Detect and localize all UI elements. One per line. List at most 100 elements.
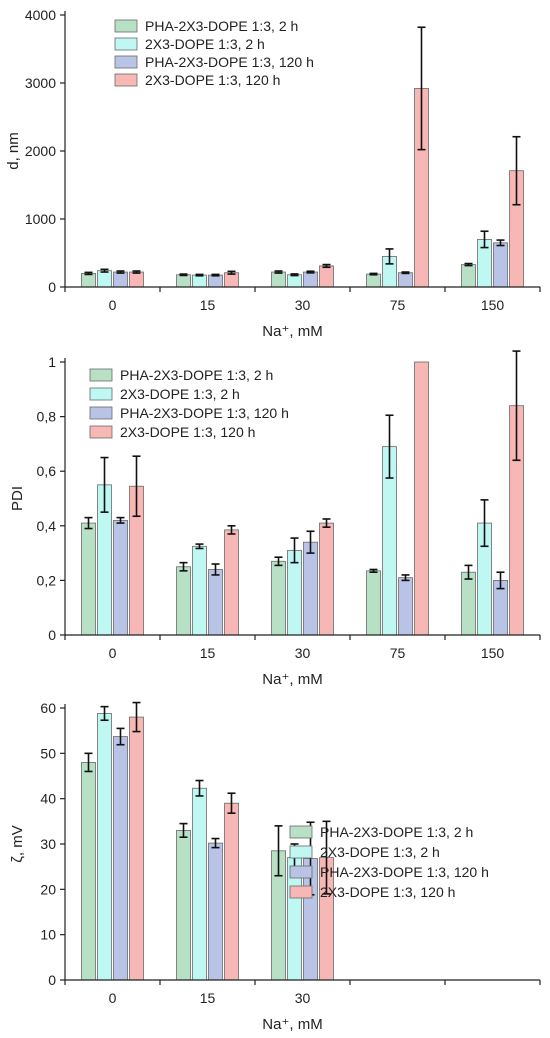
error-bar — [227, 792, 236, 814]
legend-swatch — [89, 406, 113, 420]
error-bar — [369, 568, 378, 574]
bar — [224, 529, 239, 636]
legend: PHA-2X3-DOPE 1:3, 2 h 2X3-DOPE 1:3, 2 h PH… — [289, 824, 489, 900]
error-bar — [512, 350, 521, 462]
bar — [319, 522, 334, 636]
error-bar — [322, 263, 331, 269]
y-tick-label: 0,2 — [37, 572, 57, 588]
x-axis-label: Na⁺, mM — [262, 671, 322, 688]
error-bar — [227, 524, 236, 535]
legend: PHA-2X3-DOPE 1:3, 2 h 2X3-DOPE 1:3, 2 h PH… — [89, 367, 289, 440]
error-bar — [84, 516, 93, 530]
y-tick-label: 50 — [40, 745, 56, 761]
legend-label: 2X3-DOPE 1:3, 120 h — [145, 72, 280, 88]
legend-label: 2X3-DOPE 1:3, 2 h — [320, 844, 440, 860]
error-bar — [211, 563, 220, 576]
x-axis-label: Na⁺, mM — [262, 323, 322, 340]
error-bar — [132, 701, 141, 733]
bar — [287, 274, 302, 288]
error-bar — [401, 574, 410, 582]
legend-label: PHA-2X3-DOPE 1:3, 120 h — [145, 54, 314, 70]
y-tick-label: 0 — [48, 279, 56, 295]
legend-label: PHA-2X3-DOPE 1:3, 2 h — [145, 18, 298, 34]
error-bar — [116, 516, 125, 524]
x-tick-label: 0 — [109, 990, 117, 1006]
chart-panel-1: 0 1000 2000 3000 4000 0 15 30 75 150 Na⁺, mM d, nm P… — [5, 7, 541, 340]
legend-swatch — [289, 825, 313, 839]
x-tick-label: 150 — [481, 645, 505, 661]
y-tick-label: 30 — [40, 836, 56, 852]
y-tick-label: 3000 — [25, 75, 56, 91]
error-bar — [195, 543, 204, 550]
error-bar — [179, 822, 188, 839]
bar — [176, 830, 191, 981]
bar — [81, 762, 96, 981]
legend-swatch — [289, 845, 313, 859]
error-bar — [290, 273, 299, 277]
x-tick-label: 15 — [200, 645, 216, 661]
x-axis-label: Na⁺, mM — [262, 1016, 322, 1033]
error-bar — [290, 537, 299, 564]
chart-panel-2: 0 0,2 0,4 0,6 0,8 1 0 15 30 75 150 Na⁺, mM PDI PHA-2X… — [9, 350, 541, 688]
error-bar — [132, 455, 141, 518]
bar — [113, 271, 128, 288]
bar — [81, 272, 96, 288]
error-bar — [211, 273, 220, 277]
error-bar — [322, 820, 331, 895]
y-tick-label: 4000 — [25, 7, 56, 23]
legend-swatch — [289, 885, 313, 899]
bar — [493, 242, 508, 288]
legend-swatch — [89, 387, 113, 401]
bar — [192, 787, 207, 981]
y-tick-label: 60 — [40, 700, 56, 716]
legend-swatch — [114, 19, 138, 33]
bar — [176, 566, 191, 636]
bar — [224, 802, 239, 981]
legend-label: PHA-2X3-DOPE 1:3, 120 h — [120, 405, 289, 421]
bar — [303, 541, 318, 636]
error-bar — [401, 271, 410, 275]
bar — [97, 713, 112, 981]
error-bar — [116, 270, 125, 274]
legend-swatch — [114, 37, 138, 51]
y-tick-label: 20 — [40, 881, 56, 897]
y-tick-label: 10 — [40, 927, 56, 943]
y-tick-label: 0 — [48, 972, 56, 988]
legend-swatch — [114, 73, 138, 87]
x-tick-label: 0 — [109, 297, 117, 313]
bar — [303, 271, 318, 288]
legend-swatch — [114, 55, 138, 69]
legend-label: 2X3-DOPE 1:3, 2 h — [145, 36, 265, 52]
error-bar — [385, 248, 394, 265]
bar — [461, 264, 476, 288]
error-bar — [274, 556, 283, 567]
y-tick-label: 40 — [40, 791, 56, 807]
error-bar — [179, 561, 188, 572]
error-bar — [512, 135, 521, 206]
x-tick-label: 75 — [390, 645, 406, 661]
x-tick-label: 30 — [295, 990, 311, 1006]
bar — [414, 361, 429, 636]
error-bar — [132, 270, 141, 274]
bar — [113, 736, 128, 981]
y-axis-label: ζ, mV — [9, 825, 26, 862]
y-tick-label: 1 — [48, 354, 56, 370]
error-bar — [100, 268, 109, 273]
bar — [97, 270, 112, 288]
bar — [398, 272, 413, 288]
error-bar — [480, 230, 489, 249]
bar — [319, 265, 334, 288]
y-tick-label: 1000 — [25, 211, 56, 227]
bar — [208, 842, 223, 981]
legend-swatch — [89, 425, 113, 439]
error-bar — [480, 499, 489, 548]
y-tick-label: 2000 — [25, 143, 56, 159]
y-tick-label: 0,8 — [37, 409, 57, 425]
error-bar — [496, 239, 505, 247]
error-bar — [227, 270, 236, 275]
error-bar — [116, 727, 125, 746]
bar — [398, 577, 413, 636]
bar — [192, 274, 207, 288]
bar — [81, 522, 96, 636]
error-bar — [306, 270, 315, 274]
